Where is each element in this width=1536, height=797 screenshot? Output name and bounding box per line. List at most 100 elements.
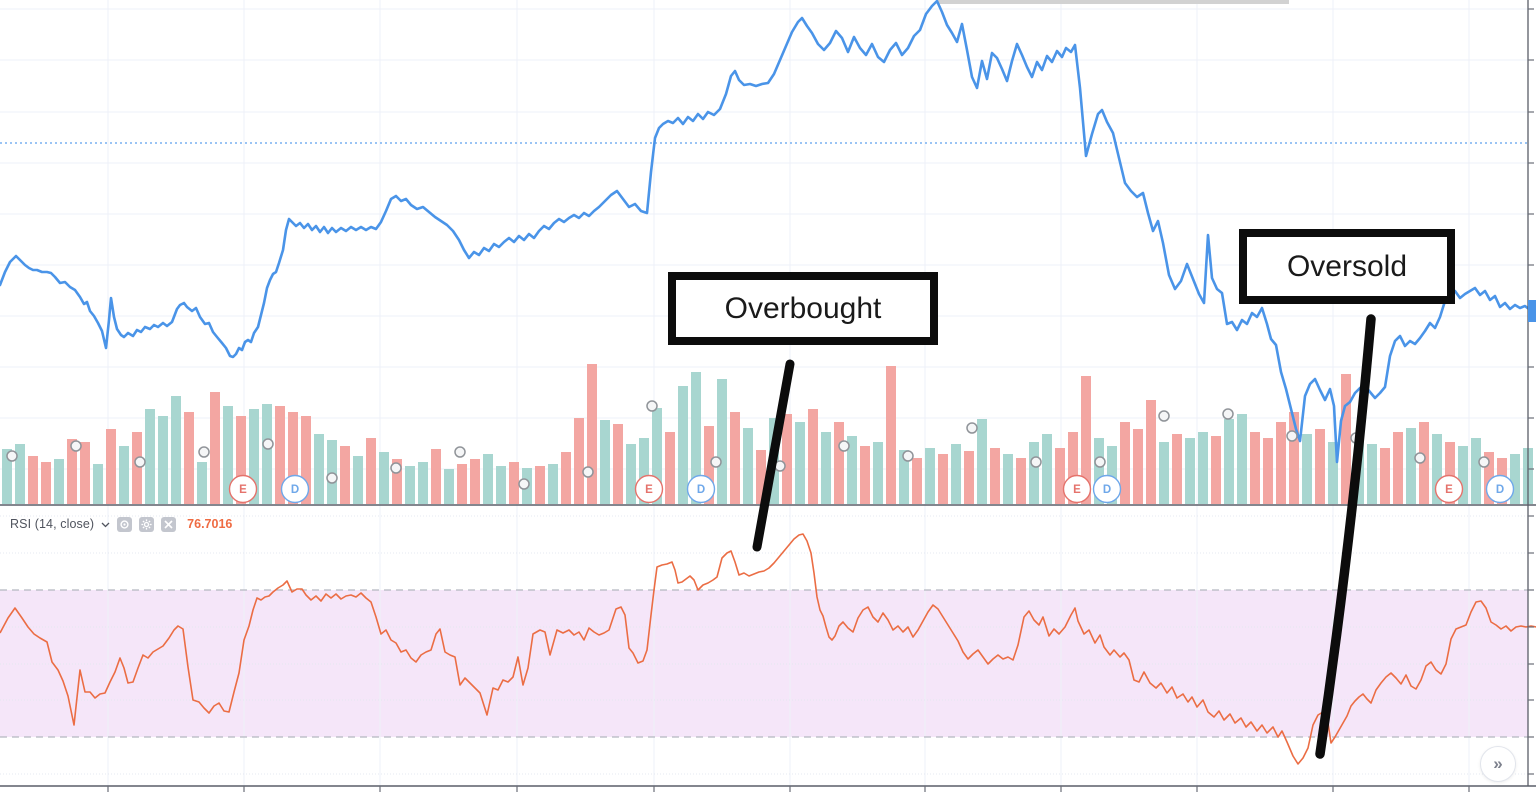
event-dot <box>966 422 978 434</box>
volume-bar <box>717 379 727 504</box>
volume-bar <box>340 446 350 504</box>
event-dot <box>262 438 274 450</box>
earnings-marker[interactable]: E <box>228 474 258 504</box>
volume-bar <box>678 386 688 504</box>
volume-bar <box>1250 432 1260 504</box>
earnings-marker[interactable]: E <box>1062 474 1092 504</box>
volume-bar <box>15 444 25 504</box>
earnings-marker[interactable]: E <box>634 474 664 504</box>
volume-bar <box>691 372 701 504</box>
volume-bar <box>1458 446 1468 504</box>
oversold-label: Oversold <box>1286 249 1408 283</box>
volume-bar <box>145 409 155 504</box>
volume-bar <box>106 429 116 504</box>
volume-bar <box>873 442 883 504</box>
double-chevron-right-icon: » <box>1493 754 1503 773</box>
volume-bar <box>1406 428 1416 504</box>
volume-bar <box>132 432 142 504</box>
volume-bar <box>1484 452 1494 504</box>
volume-bar <box>1237 414 1247 504</box>
event-dot <box>710 456 722 468</box>
settings-gear-icon[interactable] <box>139 516 155 532</box>
volume-bar <box>613 424 623 504</box>
scroll-to-latest-button[interactable]: » <box>1480 746 1516 782</box>
volume-bar <box>418 462 428 504</box>
volume-bar <box>93 464 103 504</box>
indicator-name: RSI (14, close) <box>10 517 95 531</box>
volume-bar <box>1341 374 1351 504</box>
event-dot <box>454 446 466 458</box>
volume-bar <box>1276 422 1286 504</box>
svg-text:D: D <box>291 484 299 496</box>
volume-bar <box>1146 400 1156 504</box>
volume-bar <box>353 456 363 504</box>
volume-bar <box>795 422 805 504</box>
dividends-marker[interactable]: D <box>280 474 310 504</box>
event-dot <box>1414 452 1426 464</box>
earnings-marker[interactable]: E <box>1434 474 1464 504</box>
volume-bar <box>171 396 181 504</box>
volume-bar <box>457 464 467 504</box>
rsi-line <box>0 533 1536 765</box>
volume-bar <box>249 409 259 504</box>
oversold-label-box: Oversold <box>1239 229 1455 304</box>
dividends-marker[interactable]: D <box>686 474 716 504</box>
volume-bar <box>236 416 246 504</box>
dividends-marker[interactable]: D <box>1485 474 1515 504</box>
volume-bar <box>314 434 324 504</box>
event-dots <box>6 400 1490 490</box>
volume-bar <box>964 451 974 504</box>
event-dot <box>1094 456 1106 468</box>
indicator-value: 76.7016 <box>187 517 233 531</box>
event-dot <box>1030 456 1042 468</box>
rsi-band <box>0 590 1528 737</box>
volume-bar <box>743 428 753 504</box>
volume-bar <box>197 462 207 504</box>
volume-bar <box>288 412 298 504</box>
oversold-arrow <box>1315 314 1376 759</box>
volume-bar <box>1107 446 1117 504</box>
volume-bar <box>990 448 1000 504</box>
indicator-legend: RSI (14, close) 76.7016 <box>10 514 232 534</box>
volume-bar <box>704 426 714 504</box>
volume-bar <box>1315 429 1325 504</box>
volume-bar <box>1055 448 1065 504</box>
svg-text:E: E <box>645 484 653 496</box>
event-dot <box>518 478 530 490</box>
eye-icon[interactable] <box>117 516 133 532</box>
volume-bar <box>1198 432 1208 504</box>
volume-bar <box>626 444 636 504</box>
volume-bar <box>2 449 12 504</box>
volume-bar <box>548 464 558 504</box>
event-dot <box>198 446 210 458</box>
volume-bar <box>1302 434 1312 504</box>
volume-bar <box>1393 432 1403 504</box>
event-dot <box>646 400 658 412</box>
volume-bar <box>223 406 233 504</box>
chevron-down-icon[interactable] <box>101 520 110 529</box>
volume-bar <box>1120 422 1130 504</box>
event-dot <box>1286 430 1298 442</box>
volume-bar <box>184 412 194 504</box>
volume-bar <box>1367 444 1377 504</box>
price-tag <box>1528 300 1536 322</box>
volume-bar <box>925 448 935 504</box>
volume-bar <box>1029 442 1039 504</box>
volume-bar <box>1081 376 1091 504</box>
volume-bar <box>366 438 376 504</box>
volume-bar <box>262 404 272 504</box>
volume-bar <box>1432 434 1442 504</box>
volume-bar <box>730 412 740 504</box>
volume-bar <box>158 416 168 504</box>
svg-text:D: D <box>1496 484 1504 496</box>
dividends-marker[interactable]: D <box>1092 474 1122 504</box>
volume-bar <box>1068 432 1078 504</box>
svg-text:D: D <box>697 484 705 496</box>
volume-bar <box>1471 438 1481 504</box>
close-icon[interactable] <box>161 516 177 532</box>
volume-bar <box>1003 454 1013 504</box>
volume-bar <box>444 469 454 504</box>
volume-bar <box>54 459 64 504</box>
volume-bar <box>28 456 38 504</box>
